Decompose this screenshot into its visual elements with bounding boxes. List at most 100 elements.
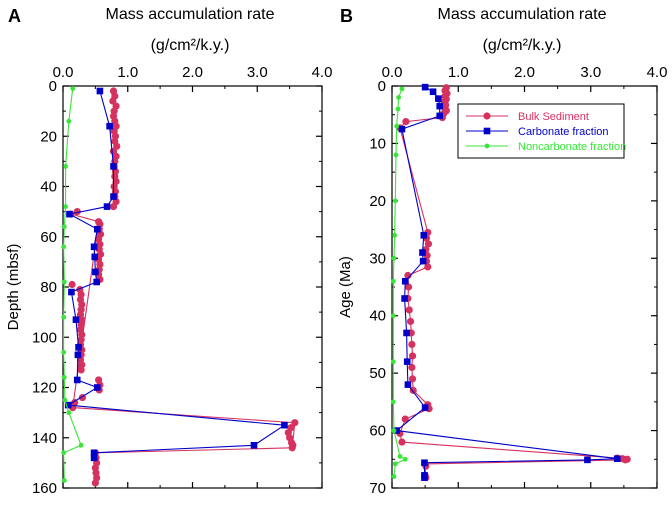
data-point-carbonate bbox=[66, 210, 73, 218]
y-tick-label: 60 bbox=[40, 229, 57, 246]
data-point-bulk bbox=[402, 118, 410, 126]
data-point-carbonate bbox=[110, 193, 117, 200]
series-noncarbonate bbox=[61, 86, 84, 483]
data-point-noncarbonate bbox=[394, 123, 400, 129]
data-point-noncarbonate bbox=[61, 349, 67, 355]
data-point-carbonate bbox=[421, 404, 429, 411]
y-tick-label: 160 bbox=[32, 480, 57, 497]
legend-label: Carbonate fraction bbox=[518, 126, 609, 138]
y-axis-label: Age (Ma) bbox=[337, 256, 354, 318]
legend-marker bbox=[483, 127, 491, 135]
data-point-bulk bbox=[408, 352, 417, 360]
data-point-noncarbonate bbox=[390, 359, 396, 365]
data-point-carbonate bbox=[75, 344, 82, 351]
data-point-noncarbonate bbox=[402, 456, 408, 462]
data-point-noncarbonate bbox=[391, 255, 397, 261]
data-point-carbonate bbox=[72, 316, 80, 323]
data-point-carbonate bbox=[419, 257, 427, 265]
data-point-carbonate bbox=[421, 474, 428, 481]
data-point-carbonate bbox=[73, 376, 81, 384]
data-point-noncarbonate bbox=[390, 313, 396, 319]
y-tick-label: 100 bbox=[32, 329, 57, 346]
data-point-noncarbonate bbox=[391, 474, 397, 479]
y-axis-label: Depth (mbsf) bbox=[5, 244, 22, 331]
x-tick-label: 0.0 bbox=[53, 64, 74, 81]
x-tick-label: 3.0 bbox=[247, 64, 268, 81]
y-tick-label: 40 bbox=[369, 308, 386, 325]
data-point-bulk bbox=[406, 317, 415, 326]
data-point-carbonate bbox=[398, 125, 406, 133]
data-point-carbonate bbox=[584, 456, 591, 464]
data-point-carbonate bbox=[93, 278, 100, 286]
data-point-carbonate bbox=[94, 225, 101, 233]
data-point-noncarbonate bbox=[61, 478, 67, 483]
data-point-noncarbonate bbox=[397, 454, 403, 459]
data-point-noncarbonate bbox=[78, 442, 84, 448]
data-point-noncarbonate bbox=[391, 428, 397, 433]
series-carbonate bbox=[64, 87, 288, 462]
y-tick-label: 0 bbox=[49, 78, 57, 95]
data-point-bulk bbox=[424, 240, 433, 248]
y-tick-label: 70 bbox=[369, 480, 386, 497]
data-point-noncarbonate bbox=[390, 278, 396, 284]
series-bulk bbox=[67, 87, 299, 487]
data-point-noncarbonate bbox=[392, 198, 398, 204]
data-point-noncarbonate bbox=[392, 232, 398, 238]
data-point-bulk bbox=[405, 306, 413, 314]
data-point-carbonate bbox=[90, 243, 98, 251]
x-tick-label: 2.0 bbox=[182, 64, 203, 81]
data-point-bulk bbox=[91, 479, 99, 487]
data-point-carbonate bbox=[401, 295, 408, 302]
data-point-carbonate bbox=[393, 427, 400, 434]
axis-title: Mass accumulation rate bbox=[106, 6, 275, 23]
data-point-carbonate bbox=[106, 122, 113, 130]
x-tick-label: 3.0 bbox=[580, 64, 601, 81]
data-point-bulk bbox=[398, 438, 406, 446]
data-point-bulk bbox=[109, 203, 118, 211]
data-point-carbonate bbox=[68, 288, 75, 296]
data-point-bulk bbox=[408, 363, 416, 371]
data-point-noncarbonate bbox=[63, 204, 68, 210]
y-tick-label: 80 bbox=[40, 279, 57, 296]
data-point-bulk bbox=[404, 271, 412, 280]
panel-letter: A bbox=[8, 6, 21, 26]
data-point-noncarbonate bbox=[61, 450, 67, 456]
data-point-carbonate bbox=[90, 454, 98, 462]
chart-panel-b: B Mass accumulation rate (g/cm²/k.y.) 0.0 1.… bbox=[337, 6, 667, 497]
data-point-carbonate bbox=[436, 102, 443, 110]
data-point-bulk bbox=[424, 263, 432, 271]
data-point-carbonate bbox=[403, 358, 411, 365]
data-point-carbonate bbox=[90, 449, 98, 457]
y-tick-label: 40 bbox=[40, 179, 57, 196]
data-point-noncarbonate bbox=[61, 279, 67, 285]
data-point-carbonate bbox=[436, 112, 443, 120]
data-point-carbonate bbox=[94, 384, 101, 391]
data-point-noncarbonate bbox=[61, 224, 67, 230]
data-point-noncarbonate bbox=[61, 375, 67, 380]
y-tick-label: 50 bbox=[369, 365, 386, 382]
panel-letter: B bbox=[340, 6, 353, 26]
data-point-bulk bbox=[401, 415, 409, 423]
data-point-noncarbonate bbox=[62, 397, 68, 403]
series-line-carbonate bbox=[66, 90, 287, 458]
data-point-carbonate bbox=[404, 381, 412, 388]
data-point-carbonate bbox=[419, 249, 426, 256]
data-point-carbonate bbox=[91, 253, 99, 261]
data-point-noncarbonate bbox=[399, 86, 405, 92]
data-point-noncarbonate bbox=[70, 86, 76, 91]
legend-label: Bulk Sediment bbox=[518, 111, 589, 123]
data-point-carbonate bbox=[64, 401, 72, 409]
legend-label: Noncarbonate fraction bbox=[518, 141, 626, 153]
axis-units: (g/cm²/k.y.) bbox=[151, 37, 230, 54]
data-point-noncarbonate bbox=[63, 164, 68, 169]
data-point-noncarbonate bbox=[395, 106, 401, 112]
chart-panel-a: A Mass accumulation rate (g/cm²/k.y.) 0.0 1.… bbox=[5, 6, 332, 497]
data-point-noncarbonate bbox=[393, 152, 399, 158]
legend: Bulk Sediment Carbonate fraction Noncarbon… bbox=[457, 103, 626, 159]
data-point-carbonate bbox=[421, 83, 429, 91]
data-point-carbonate bbox=[420, 232, 428, 239]
data-point-bulk bbox=[77, 366, 85, 374]
data-point-noncarbonate bbox=[61, 314, 67, 320]
data-point-noncarbonate bbox=[61, 244, 67, 250]
